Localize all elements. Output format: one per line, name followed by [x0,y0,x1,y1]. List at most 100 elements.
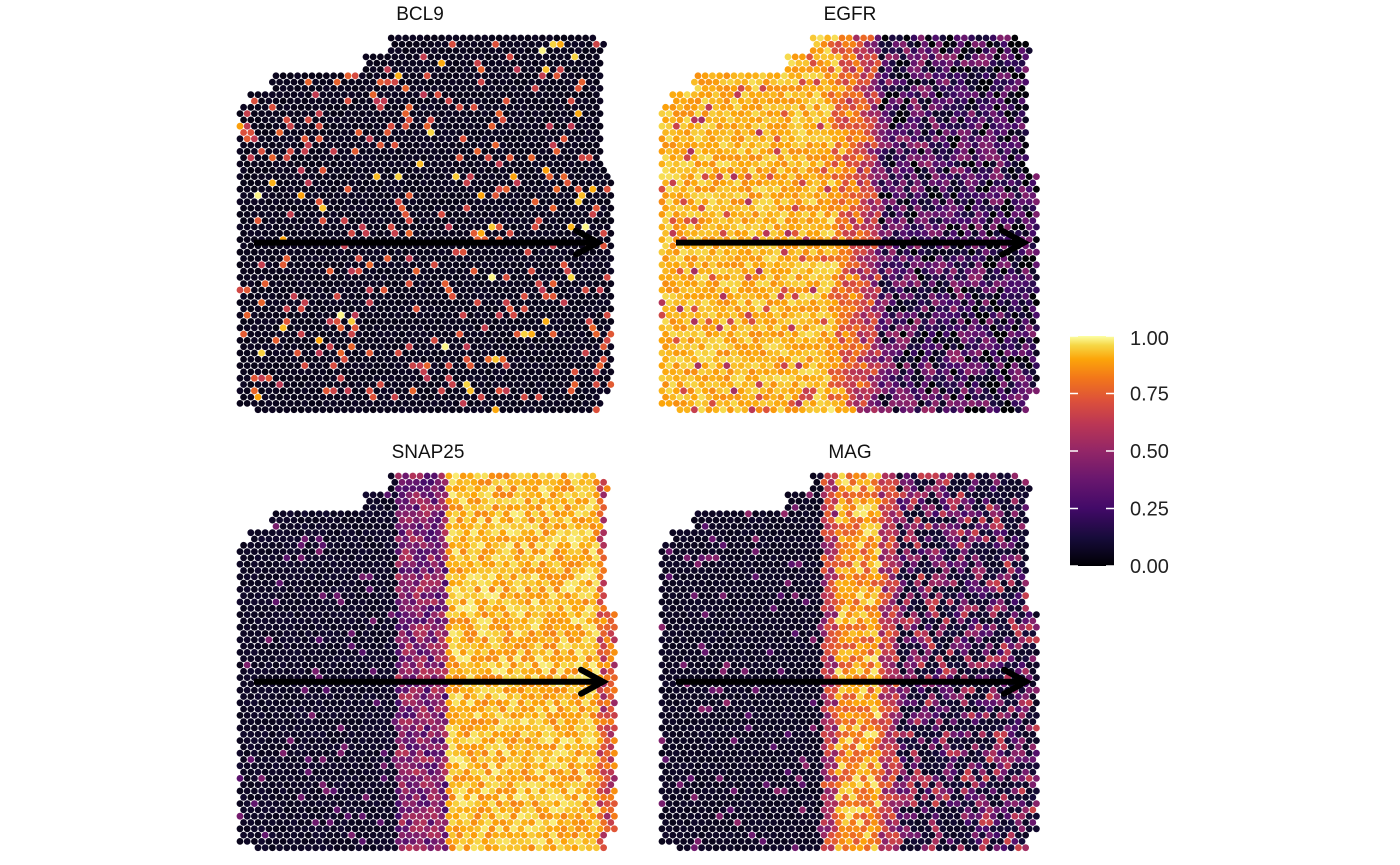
spot [716,274,723,281]
spot [889,72,896,80]
spot [492,305,499,313]
spot [283,78,291,86]
spot [452,400,460,407]
spot [330,223,337,231]
spot [413,53,420,61]
spot [957,179,965,187]
spot [366,400,373,407]
spot [553,34,561,42]
spot [961,198,968,206]
spot [748,255,756,262]
spot [513,192,521,199]
spot [279,400,287,407]
spot [449,406,456,414]
spot [698,129,705,136]
spot [445,248,453,256]
spot [809,122,817,130]
spot [813,40,821,48]
spot [470,192,478,199]
spot [449,255,456,262]
spot [333,393,341,401]
spot [499,280,507,288]
spot [989,248,997,256]
spot [344,85,352,92]
spot [950,116,957,124]
spot [369,292,377,300]
spot [470,103,478,111]
spot [276,141,283,149]
spot [495,34,503,42]
spot [1022,141,1029,149]
spot [600,355,607,363]
spot [763,204,770,212]
spot [549,217,557,225]
spot [593,91,600,99]
spot [323,286,330,294]
spot [247,255,255,262]
spot [549,318,557,325]
spot [521,355,528,363]
spot [243,173,251,181]
spot [585,192,593,199]
spot [730,85,738,92]
spot [441,116,449,124]
spot [964,204,972,212]
spot [366,248,373,256]
spot [719,255,727,262]
spot [308,85,316,92]
spot [781,185,788,193]
spot [842,192,849,199]
spot [423,122,431,130]
spot [806,229,813,237]
spot [513,406,521,414]
spot [236,236,244,244]
spot [553,85,561,92]
spot [359,274,366,281]
spot [297,78,305,86]
spot [290,116,298,124]
spot [763,141,770,149]
spot [881,85,889,92]
spot [763,116,770,124]
spot [517,34,525,42]
spot [1029,255,1037,262]
spot [961,211,968,218]
spot [348,330,355,338]
spot [878,66,885,73]
spot [571,53,579,61]
spot [366,311,373,319]
spot [517,299,525,306]
spot [330,248,337,256]
spot [247,343,255,351]
spot [276,330,283,338]
spot [474,148,481,155]
spot [589,85,597,92]
spot [477,129,485,136]
spot [582,337,589,344]
spot [824,261,831,269]
spot [269,78,276,86]
spot [290,330,298,338]
spot [607,242,615,250]
spot [308,110,316,117]
spot [596,286,604,294]
spot [874,173,882,181]
spot [305,78,312,86]
spot [564,116,571,124]
spot [781,148,788,155]
spot [662,103,669,111]
spot [459,400,467,407]
spot [795,160,803,168]
spot [395,299,402,306]
spot [513,305,521,313]
spot [564,229,571,237]
spot [939,135,947,143]
spot [503,374,510,382]
spot [441,78,449,86]
spot [301,122,309,130]
spot [1022,179,1029,187]
spot [377,141,384,149]
spot [842,66,849,73]
spot [391,368,399,376]
spot [416,110,424,117]
